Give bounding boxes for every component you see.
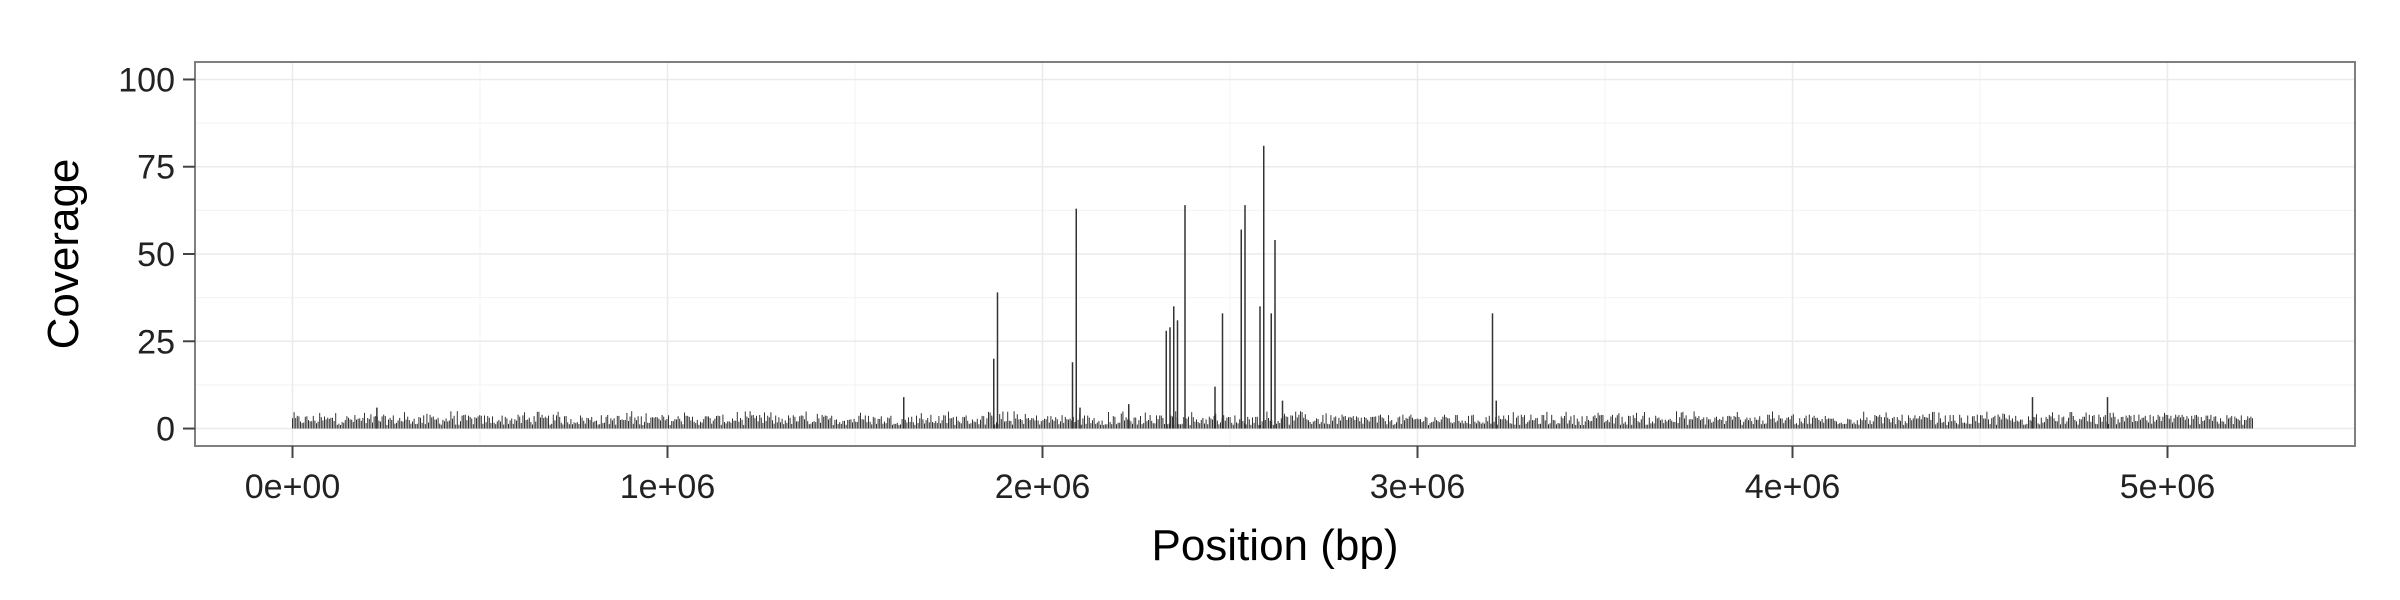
y-tick-label: 25 [137,323,175,361]
y-axis-title: Coverage [39,159,88,350]
y-tick-label: 0 [156,411,175,449]
x-axis-title: Position (bp) [1151,521,1398,570]
x-tick-label: 5e+06 [2120,468,2216,506]
x-tick-label: 1e+06 [620,468,716,506]
x-tick-label: 2e+06 [995,468,1091,506]
x-tick-label: 4e+06 [1745,468,1841,506]
y-tick-label: 50 [137,236,175,274]
x-tick-label: 0e+00 [245,468,341,506]
y-axis: 0 25 50 75 100 [118,61,195,449]
y-tick-label: 100 [118,61,175,99]
coverage-bars [292,145,2253,429]
x-axis: 0e+00 1e+06 2e+06 3e+06 4e+06 5e+06 [245,446,2216,506]
y-tick-label: 75 [137,149,175,187]
x-tick-label: 3e+06 [1370,468,1466,506]
